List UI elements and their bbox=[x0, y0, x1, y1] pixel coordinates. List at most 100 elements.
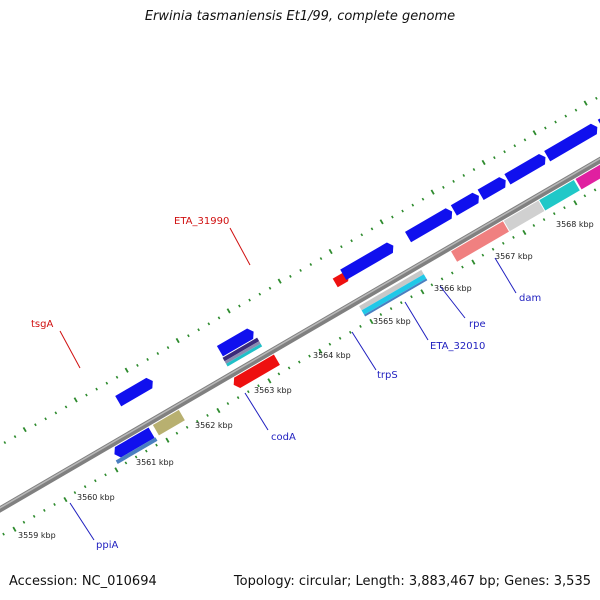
cds-silver-coda[interactable] bbox=[359, 269, 424, 311]
tick-minor bbox=[350, 239, 353, 243]
forward-strand-features bbox=[115, 93, 600, 407]
tick-minor bbox=[450, 271, 454, 275]
tick-minor bbox=[207, 322, 211, 326]
cds-steelblue-ppia[interactable] bbox=[115, 437, 158, 464]
tick-minor bbox=[124, 461, 128, 465]
leader-rpe bbox=[439, 285, 466, 319]
scale-label-3562: 3562 kbp bbox=[195, 421, 233, 430]
tick-minor bbox=[401, 209, 404, 213]
scale-label-3563: 3563 kbp bbox=[254, 386, 292, 395]
tick-minor bbox=[22, 520, 26, 524]
cds-steelblue-coda[interactable] bbox=[364, 278, 428, 317]
tick-minor bbox=[187, 334, 190, 338]
tick-minor bbox=[136, 363, 139, 367]
tick-minor bbox=[258, 292, 262, 296]
scale-labels: 3559 kbp 3560 kbp 3561 kbp 3562 kbp 3563… bbox=[18, 220, 594, 540]
scale-label-3564: 3564 kbp bbox=[313, 351, 351, 360]
tick-major bbox=[573, 200, 578, 206]
scale-label-3561: 3561 kbp bbox=[136, 458, 174, 467]
cds-arrow-ppia-upper[interactable] bbox=[115, 376, 156, 407]
tick-minor bbox=[166, 346, 170, 350]
tick-minor bbox=[430, 283, 434, 287]
scale-label-3565: 3565 kbp bbox=[373, 317, 411, 326]
cds-arrow-right-upper[interactable] bbox=[544, 122, 600, 162]
cds-arrow-eta32010-upper[interactable] bbox=[450, 191, 482, 216]
gene-label-eta-32010[interactable]: ETA_32010 bbox=[430, 341, 485, 352]
tick-minor bbox=[583, 194, 587, 198]
label-leaders bbox=[59, 227, 517, 541]
tick-minor bbox=[185, 425, 189, 429]
genome-backbone-highlight bbox=[0, 47, 600, 570]
tick-minor bbox=[257, 384, 260, 388]
cds-arrow-rpe-upper[interactable] bbox=[477, 175, 509, 201]
tick-minor bbox=[105, 381, 109, 385]
cds-cyan-coda[interactable] bbox=[361, 274, 427, 315]
cds-silver-eta32010[interactable] bbox=[503, 200, 545, 232]
gene-label-eta-31990[interactable]: ETA_31990 bbox=[174, 216, 229, 227]
cds-pink-trps[interactable] bbox=[451, 221, 509, 262]
cds-arrow-coda-upper[interactable] bbox=[340, 240, 396, 281]
tick-minor bbox=[340, 245, 343, 249]
cds-magenta-dam[interactable] bbox=[575, 152, 600, 190]
tick-minor bbox=[410, 295, 413, 299]
cds-arrow-tsga-upper[interactable] bbox=[216, 326, 257, 357]
gene-label-coda[interactable]: codA bbox=[271, 432, 296, 443]
tick-minor bbox=[452, 179, 455, 183]
tick-major bbox=[369, 318, 374, 325]
tick-minor bbox=[461, 265, 464, 269]
tick-minor bbox=[43, 508, 46, 512]
tick-major bbox=[22, 426, 27, 433]
tick-major bbox=[12, 526, 17, 532]
cds-khaki-ppia[interactable] bbox=[152, 409, 185, 436]
tick-minor bbox=[226, 402, 230, 406]
cds-arrow-tsga[interactable] bbox=[231, 354, 280, 391]
tick-minor bbox=[563, 206, 566, 210]
gene-label-rpe[interactable]: rpe bbox=[469, 319, 486, 330]
tick-minor bbox=[564, 114, 568, 118]
tick-major bbox=[328, 248, 333, 255]
tick-minor bbox=[595, 96, 598, 100]
tick-major bbox=[165, 437, 170, 443]
cds-arrow-trps-upper[interactable] bbox=[405, 206, 455, 243]
tick-minor bbox=[523, 138, 527, 142]
tick-minor bbox=[197, 328, 200, 332]
tick-minor bbox=[552, 212, 556, 216]
gene-label-trps[interactable]: trpS bbox=[377, 370, 398, 381]
cds-arrow-ppia-lower[interactable] bbox=[111, 427, 155, 459]
trna-feature-navy[interactable] bbox=[222, 337, 260, 362]
accession-text: Accession: NC_010694 bbox=[9, 574, 157, 589]
tick-major bbox=[471, 259, 476, 265]
genome-summary-text: Topology: circular; Length: 3,883,467 bp… bbox=[233, 574, 591, 589]
tick-major bbox=[481, 159, 486, 166]
tick-minor bbox=[217, 316, 221, 320]
tick-major bbox=[430, 189, 435, 195]
tick-minor bbox=[593, 188, 597, 192]
cds-arrow-dam-upper[interactable] bbox=[504, 152, 548, 185]
scale-label-3559: 3559 kbp bbox=[18, 531, 56, 540]
tick-minor bbox=[34, 423, 37, 427]
tick-minor bbox=[421, 197, 425, 201]
tick-major bbox=[267, 378, 272, 384]
tick-minor bbox=[554, 120, 557, 124]
tick-minor bbox=[54, 411, 58, 415]
tick-minor bbox=[287, 366, 291, 370]
gene-label-dam[interactable]: dam bbox=[519, 293, 541, 304]
scale-label-3568: 3568 kbp bbox=[556, 220, 594, 229]
tick-minor bbox=[491, 247, 495, 251]
tick-major bbox=[63, 496, 68, 503]
tick-minor bbox=[248, 298, 251, 302]
leader-eta-32010 bbox=[404, 301, 429, 341]
tick-minor bbox=[85, 393, 88, 397]
gene-label-ppia[interactable]: ppiA bbox=[96, 540, 118, 551]
trna-feature-slate[interactable] bbox=[224, 341, 261, 364]
trna-feature-teal[interactable] bbox=[226, 343, 263, 367]
genome-backbone bbox=[0, 46, 600, 570]
tick-minor bbox=[319, 257, 323, 261]
gene-label-tsga[interactable]: tsgA bbox=[31, 319, 53, 330]
tick-major bbox=[216, 407, 221, 414]
leader-trps bbox=[351, 331, 377, 371]
tick-minor bbox=[32, 514, 36, 518]
cds-cyan-rpe[interactable] bbox=[539, 179, 580, 211]
gene-labels: tsgA ETA_31990 ppiA codA trpS ETA_32010 … bbox=[31, 216, 541, 551]
